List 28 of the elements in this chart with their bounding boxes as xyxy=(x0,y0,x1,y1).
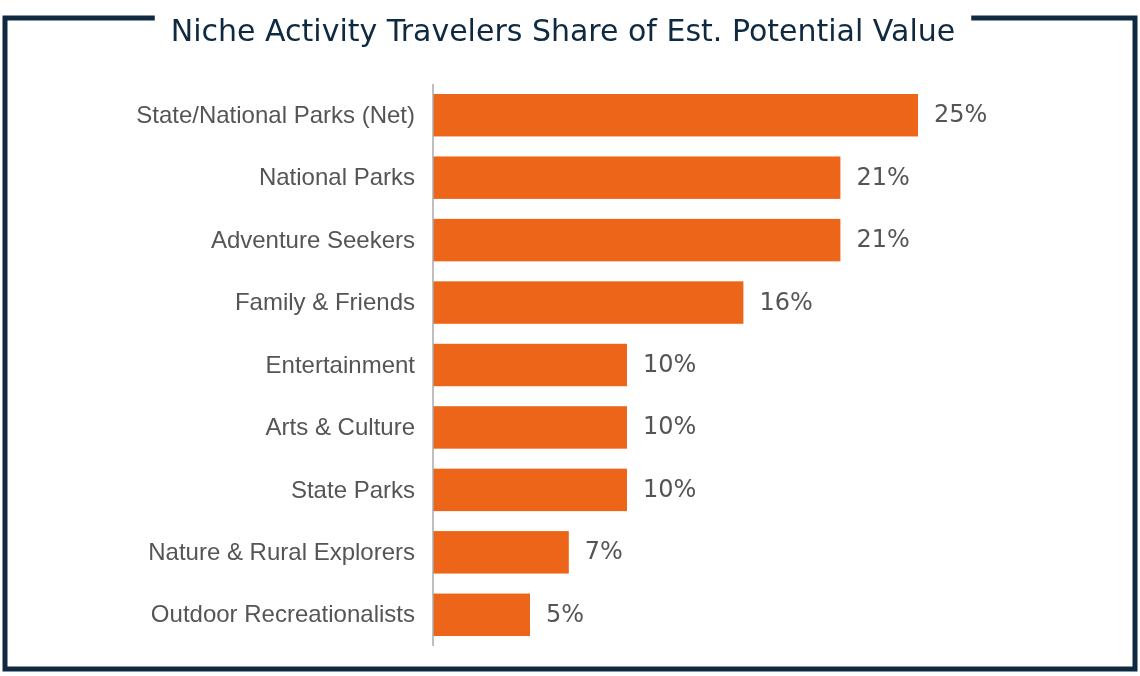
y-tick-label: Outdoor Recreationalists xyxy=(150,600,415,628)
data-label: 7% xyxy=(584,537,623,566)
y-tick-label: Adventure Seekers xyxy=(210,225,415,253)
y-tick-label: National Parks xyxy=(258,163,415,191)
data-label: 16% xyxy=(759,287,813,316)
bar xyxy=(433,218,841,262)
bar xyxy=(433,593,530,637)
bar xyxy=(433,343,627,387)
data-label: 21% xyxy=(856,225,910,254)
y-tick-label: State/National Parks (Net) xyxy=(136,100,415,128)
data-label: 10% xyxy=(643,474,697,503)
y-tick-label: Family & Friends xyxy=(234,288,415,316)
bar xyxy=(433,406,627,449)
bar xyxy=(433,93,918,137)
data-label: 10% xyxy=(643,412,697,441)
y-tick-label: State Parks xyxy=(290,475,415,503)
data-label: 25% xyxy=(934,100,988,129)
bar xyxy=(433,468,627,512)
y-tick-label: Arts & Culture xyxy=(265,413,415,441)
y-tick-label: Nature & Rural Explorers xyxy=(148,538,415,566)
y-tick-label: Entertainment xyxy=(265,350,416,378)
chart-title: Niche Activity Travelers Share of Est. Potential Value xyxy=(170,12,956,48)
bar xyxy=(433,156,841,199)
data-label: 21% xyxy=(856,162,910,191)
data-label: 5% xyxy=(546,599,585,628)
bar xyxy=(433,531,569,574)
bar xyxy=(433,281,744,324)
data-label: 10% xyxy=(643,350,697,378)
